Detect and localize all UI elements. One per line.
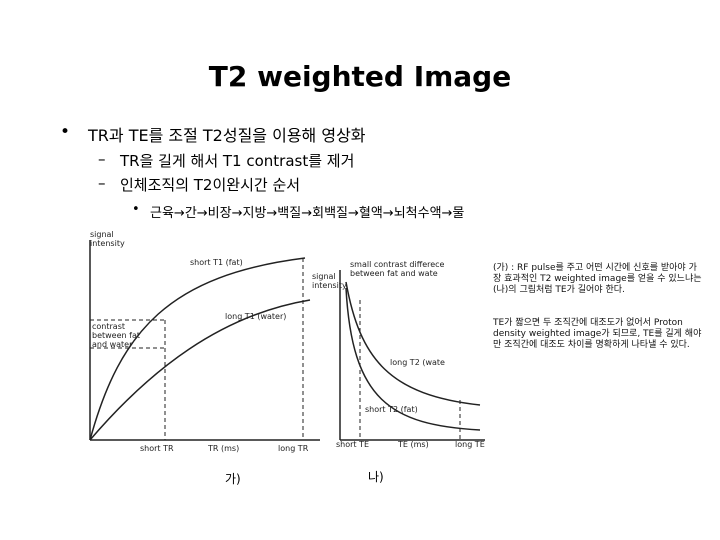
fig-label: short TR [140, 444, 174, 453]
caption: 나) [368, 470, 384, 484]
fig-label: long T2 (wate [390, 358, 445, 367]
figure-b-guides [359, 300, 461, 440]
sub-bullet: 인체조직의 T2이완시간 순서 [120, 176, 301, 194]
title: T2 weighted Image [208, 60, 512, 93]
bullet: TR과 TE를 조절 T2성질을 이용해 영상화 [88, 126, 366, 145]
fig-label: contrast between fat and water [92, 322, 140, 349]
subsub-bullet: 근육→간→비장→지방→백질→회백질→혈액→뇌척수액→물 [150, 206, 465, 221]
fig-label: short T1 (fat) [190, 258, 243, 267]
caption: 가) [225, 472, 241, 486]
dash: – [98, 150, 106, 168]
fig-label: small contrast differece between fat and… [350, 260, 445, 278]
curve-short-t1 [89, 257, 306, 441]
fig-label: TR (ms) [208, 444, 240, 453]
fig-label: long TR [278, 444, 309, 453]
note: TE가 짧으면 두 조직간에 대조도가 없어서 Proton density w… [493, 318, 702, 350]
bullet-mark: • [60, 122, 71, 142]
fig-label: signal intensity [312, 272, 347, 290]
figure-a-axes [89, 240, 320, 441]
curve-short-t2 [345, 287, 481, 431]
fig-label: signal intensity [90, 230, 125, 248]
fig-label: long TE [455, 440, 485, 449]
fig-label: TE (ms) [398, 440, 429, 449]
fig-label: short T2 (fat) [365, 405, 418, 414]
note: (가) : RF pulse를 주고 어떤 시간에 신호를 받아야 가장 효과적… [493, 263, 702, 295]
curve-long-t2 [345, 281, 481, 406]
fig-label: long T1 (water) [225, 312, 287, 321]
curve-long-t1 [89, 299, 311, 441]
sub-bullet: TR을 길게 해서 T1 contrast를 제거 [120, 152, 355, 170]
figure-a-guides [90, 258, 304, 440]
subsub-mark: • [132, 202, 140, 217]
fig-label: short TE [336, 440, 370, 449]
dash: – [98, 174, 106, 192]
figure-b-axes [339, 270, 485, 441]
